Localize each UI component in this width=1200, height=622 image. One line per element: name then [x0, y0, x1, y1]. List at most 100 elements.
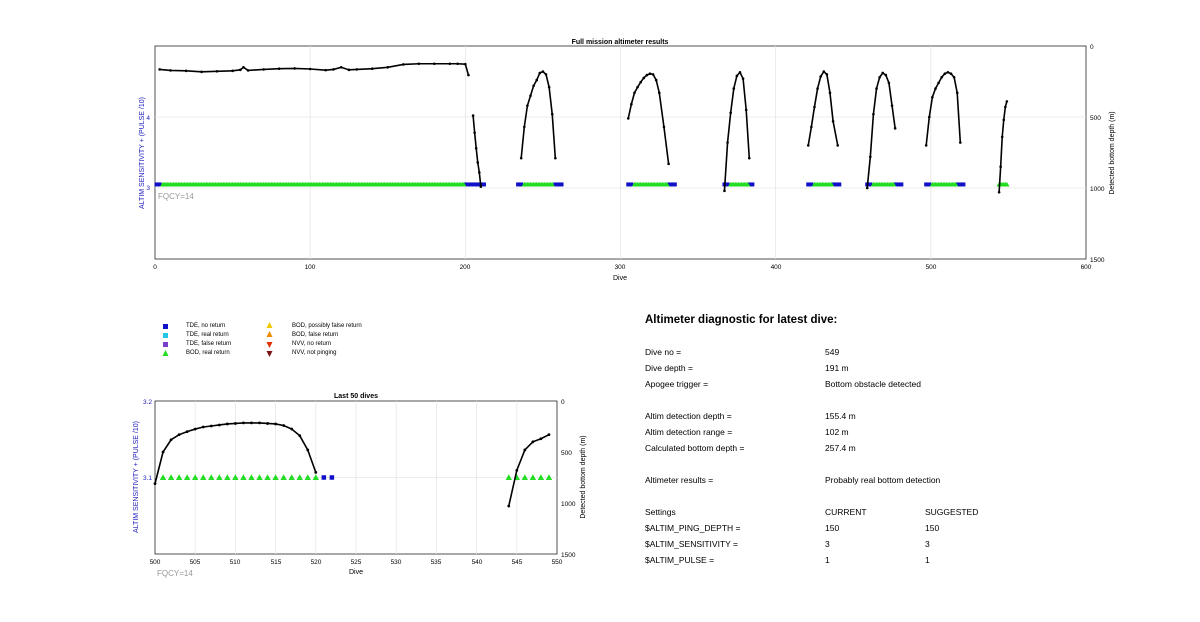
bottom-depth-point — [523, 448, 527, 452]
bottom-depth-point — [836, 144, 840, 147]
bottom-depth-line — [925, 71, 962, 146]
bottom-depth-point — [955, 91, 959, 95]
last50-xticks: 500 505 510 515 520 525 530 535 540 545 … — [150, 559, 563, 566]
bottom-depth-point — [332, 68, 335, 71]
bottom-depth-point — [355, 68, 359, 71]
bottom-depth-line — [807, 70, 839, 146]
bottom-depth-point — [875, 87, 878, 90]
bottom-depth-point — [550, 112, 554, 116]
tde-no-return-marker — [553, 182, 558, 187]
last50-xtick-label: 545 — [512, 559, 523, 566]
bottom-depth-point — [806, 144, 810, 147]
bottom-depth-point — [250, 421, 253, 425]
bottom-depth-point — [539, 437, 543, 441]
main-ytick-right-label: 1000 — [1090, 186, 1105, 193]
legend-label: NVV, no return — [292, 341, 332, 347]
bod-real-return-marker — [216, 474, 223, 481]
bottom-depth-line — [507, 433, 550, 507]
bottom-depth-point — [464, 62, 467, 66]
main-ytick-right-label: 500 — [1090, 115, 1101, 122]
bottom-depth-point — [347, 68, 351, 72]
bod-real-return-marker — [312, 474, 319, 481]
bottom-depth-point — [306, 448, 310, 452]
tde-no-return-marker — [927, 182, 932, 187]
bottom-depth-point — [633, 91, 636, 95]
main-ylabel-left: ALTIM SENSITIVITY + (PULSE /10) — [139, 97, 146, 209]
bottom-depth-point — [201, 425, 205, 429]
bod-real-return-marker — [192, 474, 199, 481]
bottom-depth-point — [946, 70, 950, 74]
last50-yticks-left: 3.1 3.2 — [143, 399, 152, 482]
bottom-depth-point — [209, 424, 213, 428]
bottom-depth-point — [999, 165, 1002, 168]
bottom-depth-point — [825, 73, 829, 76]
bottom-depth-point — [884, 73, 888, 77]
tde-no-return-marker — [955, 182, 960, 187]
last50-xtick-label: 535 — [431, 559, 442, 566]
dive-depth-label: Dive depth = — [645, 363, 693, 373]
main-marks — [154, 62, 1010, 194]
tde-no-return-marker — [924, 182, 929, 187]
bod-real-return-marker — [240, 474, 247, 481]
bottom-depth-point — [831, 119, 835, 123]
current-header: CURRENT — [825, 507, 867, 517]
bottom-depth-point — [262, 68, 265, 71]
altim-detection-range-value: 102 m — [825, 427, 849, 437]
last50-ytick-right-label: 1500 — [561, 552, 576, 559]
bottom-depth-point — [813, 105, 816, 109]
tde-no-return-marker — [809, 182, 814, 187]
bod-real-return-marker — [288, 474, 295, 481]
bottom-depth-point — [448, 62, 452, 66]
bod-real-return-marker — [256, 474, 263, 481]
tde-no-return-marker — [669, 182, 674, 187]
bod-real-return-marker — [537, 474, 545, 481]
last50-chart: Last 50 dives Dive ALTIM SENSITIVITY + (… — [133, 393, 587, 578]
last50-fqcy-annotation: FQCY=14 — [157, 569, 193, 578]
main-chart: Full mission altimeter results Dive ALTI… — [139, 39, 1116, 282]
bottom-depth-point — [308, 67, 312, 71]
bottom-depth-point — [927, 115, 931, 119]
bottom-depth-point — [242, 421, 245, 425]
bottom-depth-point — [639, 80, 642, 84]
tde-no-return-marker — [329, 475, 335, 480]
last50-xtick-label: 550 — [552, 559, 563, 566]
bod-real-return-marker — [529, 474, 537, 481]
last50-ytick-left-label: 3.1 — [143, 475, 152, 482]
bottom-depth-point — [541, 70, 545, 73]
bottom-depth-point — [282, 424, 286, 427]
main-xtick-label: 400 — [771, 264, 782, 271]
tde-no-return-marker — [469, 182, 474, 187]
bod-real-return-marker — [167, 474, 175, 481]
bottom-depth-point — [729, 111, 732, 115]
tde-no-return-marker — [475, 182, 480, 187]
bottom-depth-point — [258, 421, 261, 425]
bod-real-return-marker — [1004, 181, 1010, 187]
setting-current: 1 — [825, 555, 830, 565]
last50-xtick-label: 530 — [391, 559, 402, 566]
bottom-depth-point — [726, 141, 729, 144]
last50-xtick-label: 505 — [190, 559, 201, 566]
last50-ytick-left-label: 3.2 — [143, 399, 152, 406]
bottom-depth-point — [887, 81, 891, 85]
bottom-depth-point — [645, 73, 649, 77]
last50-marks — [153, 421, 553, 508]
tde-no-return-marker — [899, 182, 904, 187]
bottom-depth-point — [417, 62, 421, 66]
bottom-depth-point — [828, 91, 832, 95]
bottom-depth-point — [747, 156, 751, 160]
bottom-depth-point — [474, 146, 478, 150]
bod-real-return-marker — [505, 474, 512, 481]
tde-no-return-marker — [629, 182, 634, 187]
tde-no-return-marker — [893, 182, 898, 187]
setting-name: $ALTIM_SENSITIVITY = — [645, 539, 738, 549]
bottom-depth-point — [215, 69, 219, 73]
setting-suggested: 150 — [925, 523, 940, 533]
bottom-depth-point — [810, 125, 813, 129]
tde-no-return-marker — [559, 182, 564, 187]
tde-no-return-marker — [961, 182, 966, 187]
legend-marker-bod-false-return — [266, 331, 273, 337]
main-yticks-left: 3 4 — [146, 115, 150, 192]
legend-marker-tde-false-return — [163, 342, 168, 347]
bottom-depth-point — [869, 155, 872, 159]
bod-real-return-marker — [175, 474, 183, 481]
